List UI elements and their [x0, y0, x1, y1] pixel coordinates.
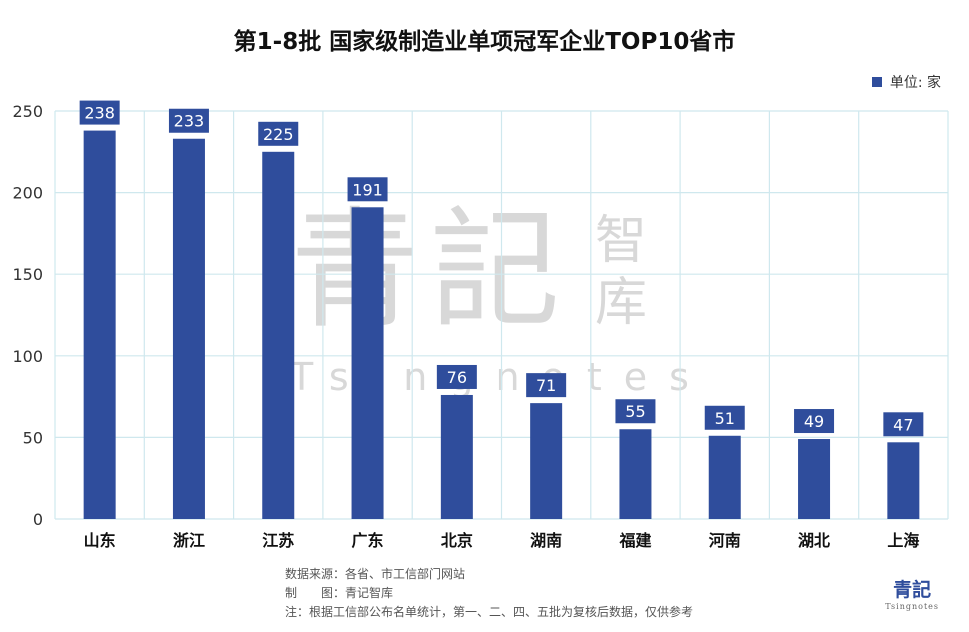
logo-sub: Tsingnotes — [885, 602, 939, 611]
x-tick-label: 北京 — [441, 531, 473, 550]
data-label: 51 — [715, 409, 735, 428]
y-tick-label: 150 — [12, 265, 43, 284]
brand-logo: 青記 Tsingnotes — [885, 575, 939, 611]
data-label-box — [436, 364, 477, 389]
x-tick-label: 浙江 — [173, 531, 205, 550]
data-label-box — [168, 108, 209, 133]
chart-title: 第1-8批 国家级制造业单项冠军企业TOP10省市 — [233, 29, 736, 55]
bar-chart: 0 50 100 150 200 250 238 山东 233 浙江 225 江苏 191 广东 76 北京 7… — [12, 100, 949, 550]
bar — [619, 429, 652, 519]
y-tick-label: 100 — [12, 347, 43, 366]
x-tick-label: 湖南 — [530, 531, 562, 550]
data-label: 47 — [893, 415, 913, 434]
legend: 单位: 家 — [871, 72, 941, 92]
bar — [262, 151, 295, 520]
x-tick-label: 上海 — [887, 531, 919, 550]
data-label-box — [883, 412, 924, 437]
bar — [708, 435, 741, 519]
y-tick-label: 0 — [33, 510, 43, 529]
x-tick-label: 福建 — [618, 531, 651, 550]
legend-swatch — [871, 77, 882, 87]
data-label: 55 — [625, 402, 645, 421]
footer-maker: 制 图：青记智库 — [285, 586, 394, 600]
bar — [530, 403, 563, 519]
data-label: 225 — [263, 125, 294, 144]
bar — [798, 439, 831, 519]
data-label-box — [615, 399, 656, 424]
data-label-box — [347, 177, 388, 202]
bar — [172, 138, 205, 519]
footer: 数据来源：各省、市工信部门网站 制 图：青记智库 注：根据工信部公布名单统计，第… — [285, 565, 693, 622]
data-label-box — [79, 100, 120, 125]
footer-note: 注：根据工信部公布名单统计，第一、二、四、五批为复核后数据，仅供参考 — [285, 605, 694, 619]
bar — [887, 442, 920, 519]
data-label-box — [794, 409, 835, 434]
data-label: 238 — [84, 104, 115, 123]
x-tick-label: 山东 — [84, 531, 116, 550]
data-label-box — [526, 373, 567, 398]
data-label: 49 — [804, 412, 824, 431]
logo-main: 青記 — [893, 579, 932, 601]
bar — [83, 130, 116, 520]
data-label: 233 — [174, 112, 205, 131]
x-tick-label: 河南 — [709, 531, 741, 550]
data-label-box — [704, 405, 745, 430]
bar — [351, 207, 384, 519]
data-label: 76 — [447, 368, 467, 387]
x-tick-label: 广东 — [352, 531, 384, 550]
data-label: 191 — [352, 180, 383, 199]
x-tick-label: 江苏 — [262, 531, 294, 550]
y-tick-label: 200 — [12, 184, 43, 203]
legend-label: 单位: 家 — [889, 75, 941, 91]
data-label: 71 — [536, 376, 556, 395]
data-label-box — [258, 121, 299, 146]
footer-source: 数据来源：各省、市工信部门网站 — [285, 567, 466, 581]
y-tick-label: 250 — [12, 102, 43, 121]
y-tick-label: 50 — [23, 428, 43, 447]
bar — [440, 394, 473, 519]
x-tick-label: 湖北 — [798, 531, 830, 550]
